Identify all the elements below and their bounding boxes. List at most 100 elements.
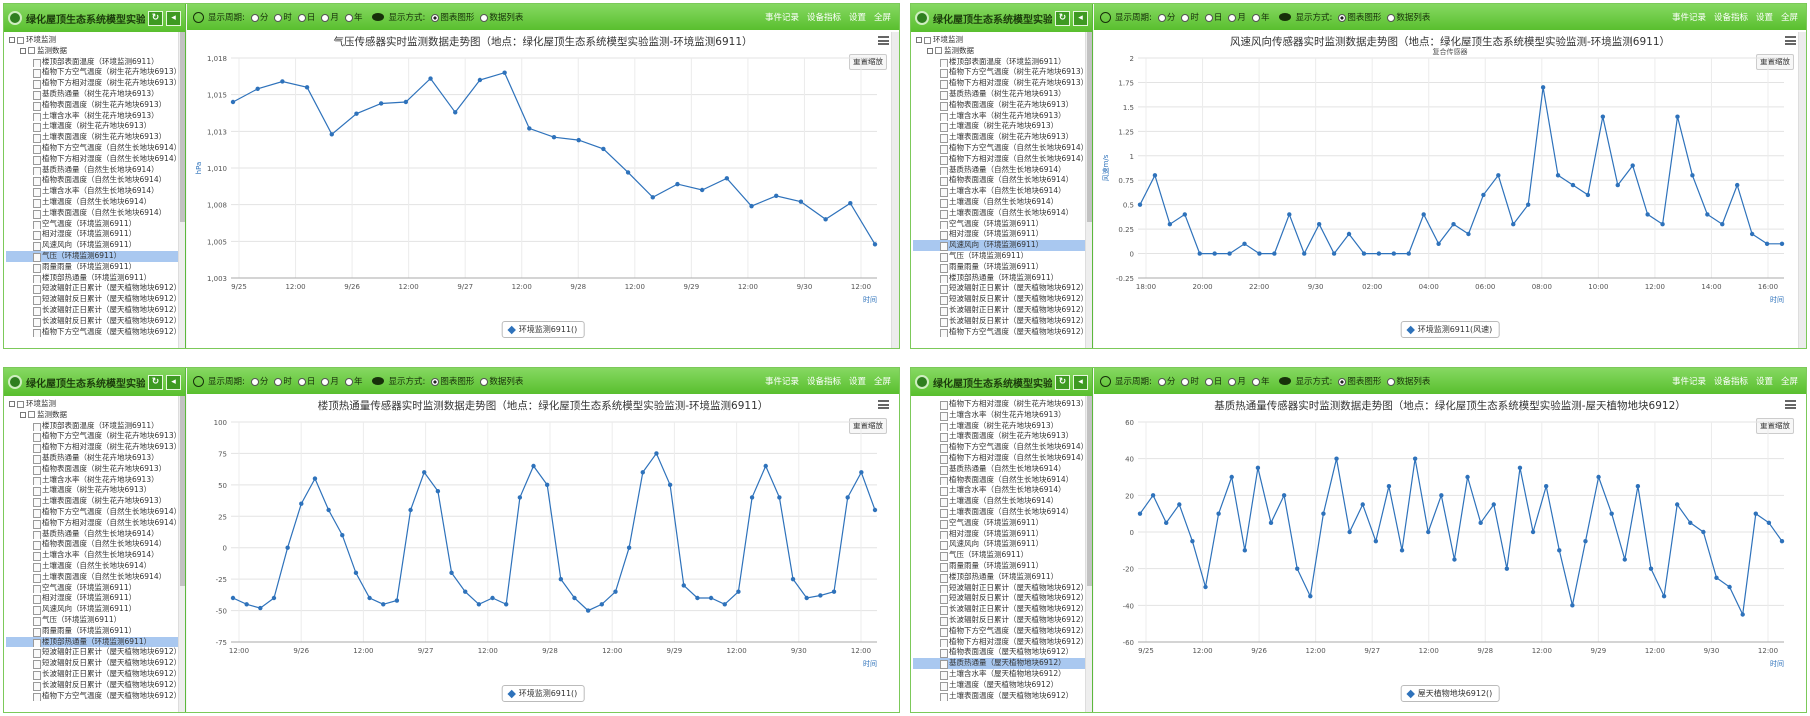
tree-item[interactable]: 土壤温度（自然生长地块6914）	[913, 496, 1090, 507]
data-point[interactable]	[1511, 222, 1516, 227]
tree-item[interactable]: 土壤含水率（自然生长地块6914）	[6, 186, 183, 197]
data-point[interactable]	[1216, 511, 1221, 516]
period-option[interactable]: 年	[1251, 375, 1269, 387]
tree-item[interactable]: 土壤表面温度（树生花卉地块6913）	[6, 132, 183, 143]
data-point[interactable]	[527, 126, 532, 131]
radio-icon[interactable]	[274, 377, 283, 386]
tree-item[interactable]: 基质热通量（自然生长地块6914）	[913, 464, 1090, 475]
data-point[interactable]	[1406, 251, 1411, 256]
radio-icon[interactable]	[250, 13, 259, 22]
tree-item[interactable]: 植物下方相对湿度（屋天植物地块6912）	[913, 637, 1090, 648]
period-option[interactable]: 年	[1251, 11, 1269, 23]
data-point[interactable]	[1753, 511, 1758, 516]
data-point[interactable]	[763, 463, 768, 469]
toolbar-link[interactable]: 设备指标	[1713, 13, 1748, 23]
collapse-icon[interactable]: ◂	[1073, 10, 1088, 26]
tree-item[interactable]: 楼顶部热通量（环境监测6911）	[6, 273, 183, 284]
data-point[interactable]	[1229, 474, 1234, 480]
data-point[interactable]	[1257, 251, 1262, 256]
data-point[interactable]	[804, 595, 809, 601]
refresh-icon[interactable]: ↻	[148, 10, 163, 26]
tree-item[interactable]: 基质热通量（树生花卉地块6913）	[913, 89, 1090, 100]
tree-item[interactable]: 植物下方相对湿度（自然生长地块6914）	[6, 154, 183, 165]
radio-icon[interactable]	[297, 377, 306, 386]
tree-item[interactable]: 相对湿度（环境监测6911）	[6, 593, 183, 605]
sidebar-scrollbar[interactable]	[178, 32, 185, 348]
tree-item[interactable]: 植物下方空气温度（树生花卉地块6913）	[913, 67, 1090, 79]
tree-item[interactable]: 风速风向（环境监测6911）	[913, 539, 1090, 551]
radio-icon[interactable]	[344, 377, 353, 386]
data-point[interactable]	[823, 217, 828, 222]
toolbar-link[interactable]: 设备指标	[806, 377, 841, 387]
tree-item[interactable]: 气压（环境监测6911）	[6, 250, 183, 262]
tree-item[interactable]: 基质热通量（自然生长地块6914）	[913, 165, 1090, 176]
tree-item[interactable]: 土壤表面温度（屋天植物地块6912）	[913, 691, 1090, 702]
tree-item[interactable]: 植物下方相对湿度（自然生长地块6914）	[6, 518, 183, 529]
data-point[interactable]	[1334, 456, 1339, 461]
data-point[interactable]	[1525, 202, 1531, 207]
period-option[interactable]: 月	[1228, 375, 1246, 387]
radio-icon[interactable]	[480, 377, 489, 386]
data-point[interactable]	[1360, 502, 1365, 507]
chart-legend[interactable]: 环境监测6911()	[501, 321, 585, 338]
data-point[interactable]	[1481, 192, 1486, 198]
tree-item[interactable]: 长波辐射反日累计（屋天植物地块6912）	[913, 316, 1090, 327]
tree-item[interactable]: 植物下方空气温度（屋天植物地块6912）	[913, 327, 1090, 338]
tree-item[interactable]: 风速风向（环境监测6911）	[913, 240, 1090, 251]
tree-item[interactable]: 长波辐射反日累计（屋天植物地块6912）	[6, 680, 183, 691]
data-point[interactable]	[1583, 538, 1588, 544]
tree-item[interactable]: 植物下方空气温度（自然生长地块6914）	[913, 143, 1090, 154]
tree-item[interactable]: 植物下方空气温度（自然生长地块6914）	[6, 507, 183, 518]
period-option[interactable]: 月	[321, 11, 339, 23]
mode-option[interactable]: 图表图形	[1338, 375, 1381, 387]
radio-icon[interactable]	[1181, 377, 1190, 386]
tree-item[interactable]: 楼顶部热通量（环境监测6911）	[6, 636, 183, 648]
data-point[interactable]	[1622, 557, 1627, 562]
radio-icon[interactable]	[297, 13, 306, 22]
radio-icon[interactable]	[274, 13, 283, 22]
data-point[interactable]	[1308, 593, 1313, 599]
toolbar-link[interactable]: 全屏	[873, 13, 891, 23]
collapse-node-icon[interactable]	[916, 37, 922, 43]
tree-item[interactable]: 植物表面温度（自然生长地块6914）	[913, 175, 1090, 187]
data-point[interactable]	[654, 451, 659, 456]
data-point[interactable]	[845, 495, 850, 500]
data-point[interactable]	[601, 146, 606, 152]
menu-icon[interactable]	[878, 400, 889, 409]
data-point[interactable]	[722, 602, 727, 607]
data-point[interactable]	[1177, 502, 1182, 507]
tree-item[interactable]: 土壤温度（树生花卉地块6913）	[6, 485, 183, 497]
tree-item[interactable]: 土壤表面温度（自然生长地块6914）	[913, 208, 1090, 219]
data-point[interactable]	[1779, 538, 1785, 544]
data-point[interactable]	[1242, 548, 1248, 553]
data-point[interactable]	[1720, 222, 1725, 227]
data-point[interactable]	[503, 602, 509, 607]
period-option[interactable]: 分	[1157, 11, 1175, 23]
radio-icon[interactable]	[1228, 13, 1237, 22]
data-point[interactable]	[749, 203, 754, 209]
data-point[interactable]	[1268, 520, 1274, 526]
data-point[interactable]	[818, 593, 823, 598]
period-option[interactable]: 日	[297, 375, 315, 387]
tree-item[interactable]: 气压（环境监测6911）	[913, 251, 1090, 262]
data-point[interactable]	[326, 507, 331, 513]
tree-item[interactable]: 植物下方相对湿度（树生花卉地块6913）	[913, 399, 1090, 410]
data-point[interactable]	[1496, 173, 1501, 178]
data-point[interactable]	[774, 193, 779, 199]
tree-item[interactable]: 长波辐射正日累计（屋天植物地块6912）	[6, 669, 183, 680]
period-option[interactable]: 时	[274, 375, 292, 387]
tree-subfolder[interactable]: 监测数据	[6, 46, 183, 57]
radio-icon[interactable]	[431, 377, 440, 386]
radio-icon[interactable]	[1204, 13, 1213, 22]
data-point[interactable]	[1779, 241, 1785, 246]
data-point[interactable]	[367, 595, 372, 601]
data-point[interactable]	[1426, 529, 1431, 535]
data-point[interactable]	[599, 602, 605, 607]
tree-item[interactable]: 植物表面温度（树生花卉地块6913）	[6, 464, 183, 475]
data-point[interactable]	[1465, 474, 1470, 480]
data-point[interactable]	[681, 583, 686, 588]
data-point[interactable]	[1255, 465, 1261, 471]
data-point[interactable]	[749, 495, 755, 500]
data-point[interactable]	[1203, 584, 1208, 590]
data-point[interactable]	[872, 242, 878, 247]
